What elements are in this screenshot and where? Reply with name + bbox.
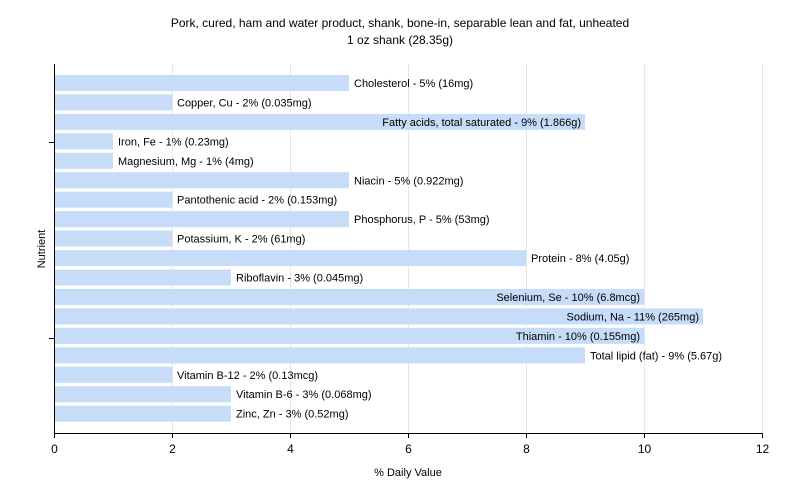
chart-title-text: Pork, cured, ham and water product, shan… [170, 16, 630, 30]
bar [55, 113, 585, 130]
y-axis-label: Nutrient [36, 230, 48, 269]
bar-label: Selenium, Se - 10% (6.8mcg) [496, 292, 640, 304]
bar-label: Protein - 8% (4.05g) [531, 253, 629, 265]
bar-label: Zinc, Zn - 3% (0.52mg) [236, 409, 348, 421]
bar [55, 366, 172, 383]
bar [55, 133, 113, 150]
bar-label: Sodium, Na - 11% (265mg) [567, 311, 699, 323]
bar-label: Vitamin B-12 - 2% (0.13mcg) [177, 370, 318, 382]
bar-label: Pantothenic acid - 2% (0.153mg) [177, 195, 337, 207]
bar-label: Total lipid (fat) - 9% (5.67g) [590, 350, 722, 362]
x-tick-label: 8 [523, 442, 530, 456]
chart-title: Pork, cured, ham and water product, shan… [0, 15, 800, 49]
bars [55, 75, 703, 422]
x-tick-label: 12 [756, 442, 770, 456]
bar-label: Phosphorus, P - 5% (53mg) [354, 214, 490, 226]
bar-label: Niacin - 5% (0.922mg) [354, 175, 463, 187]
bar [55, 94, 172, 111]
x-ticks: 0 2 4 6 8 10 12 [51, 433, 769, 456]
x-axis-label: % Daily Value [374, 467, 442, 479]
bar-label: Fatty acids, total saturated - 9% (1.866… [382, 117, 581, 129]
bar-label: Copper, Cu - 2% (0.035mg) [177, 97, 312, 109]
x-tick-label: 10 [638, 442, 652, 456]
bar [55, 152, 113, 169]
bar [55, 327, 644, 344]
bar [55, 230, 172, 247]
bar-label: Cholesterol - 5% (16mg) [354, 78, 473, 90]
bar-label: Vitamin B-6 - 3% (0.068mg) [236, 389, 372, 401]
x-tick-label: 4 [287, 442, 294, 456]
bar [55, 75, 349, 91]
bar [55, 191, 172, 208]
bar [55, 211, 349, 228]
bar [55, 405, 231, 422]
bar [55, 172, 349, 189]
chart-subtitle: 1 oz shank (28.35g) [346, 33, 454, 47]
bar-label: Magnesium, Mg - 1% (4mg) [118, 156, 254, 168]
bar-label: Potassium, K - 2% (61mg) [177, 234, 305, 246]
bar [55, 308, 703, 325]
bar-label: Iron, Fe - 1% (0.23mg) [118, 136, 229, 148]
bar [55, 269, 231, 286]
bar [55, 250, 526, 267]
bar [55, 347, 585, 364]
bar-labels: Cholesterol - 5% (16mg) Copper, Cu - 2% (… [118, 78, 722, 421]
x-tick-label: 0 [51, 442, 58, 456]
bar [55, 386, 231, 403]
bar-label: Riboflavin - 3% (0.045mg) [236, 273, 363, 285]
x-tick-label: 2 [169, 442, 176, 456]
bar-label: Thiamin - 10% (0.155mg) [516, 331, 640, 343]
x-tick-label: 6 [405, 442, 412, 456]
bar [55, 288, 644, 305]
